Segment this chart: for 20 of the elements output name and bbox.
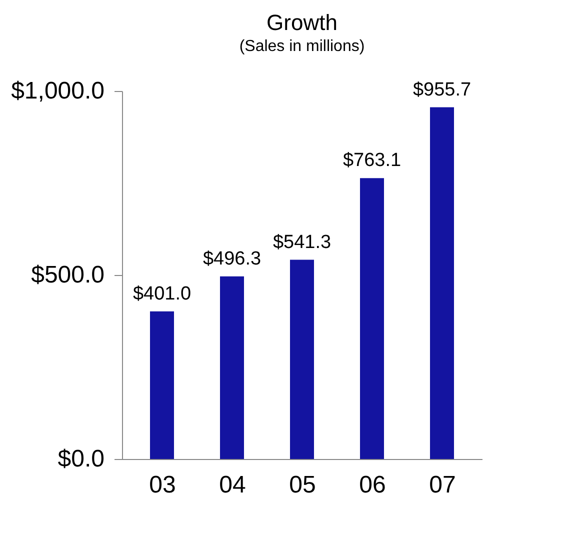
y-tick-label: $500.0	[31, 262, 104, 288]
y-tick-label: $1,000.0	[11, 78, 104, 104]
chart-title: Growth	[266, 10, 338, 35]
bar	[150, 311, 174, 459]
chart-subtitle: (Sales in millions)	[239, 38, 365, 55]
y-tick-label: $0.0	[58, 446, 104, 472]
x-tick-label: 05	[289, 472, 316, 498]
bar	[430, 107, 454, 459]
x-tick-label: 06	[359, 472, 386, 498]
bar	[220, 276, 244, 459]
bar	[360, 178, 384, 459]
data-label: $401.0	[132, 283, 192, 304]
bar	[290, 260, 314, 459]
data-label: $541.3	[272, 232, 332, 253]
x-tick-label: 03	[149, 472, 176, 498]
data-label: $955.7	[412, 79, 472, 100]
data-label: $763.1	[342, 150, 402, 172]
data-label: $496.3	[202, 248, 262, 270]
x-tick-label: 07	[429, 472, 456, 498]
x-tick-label: 04	[219, 472, 246, 498]
